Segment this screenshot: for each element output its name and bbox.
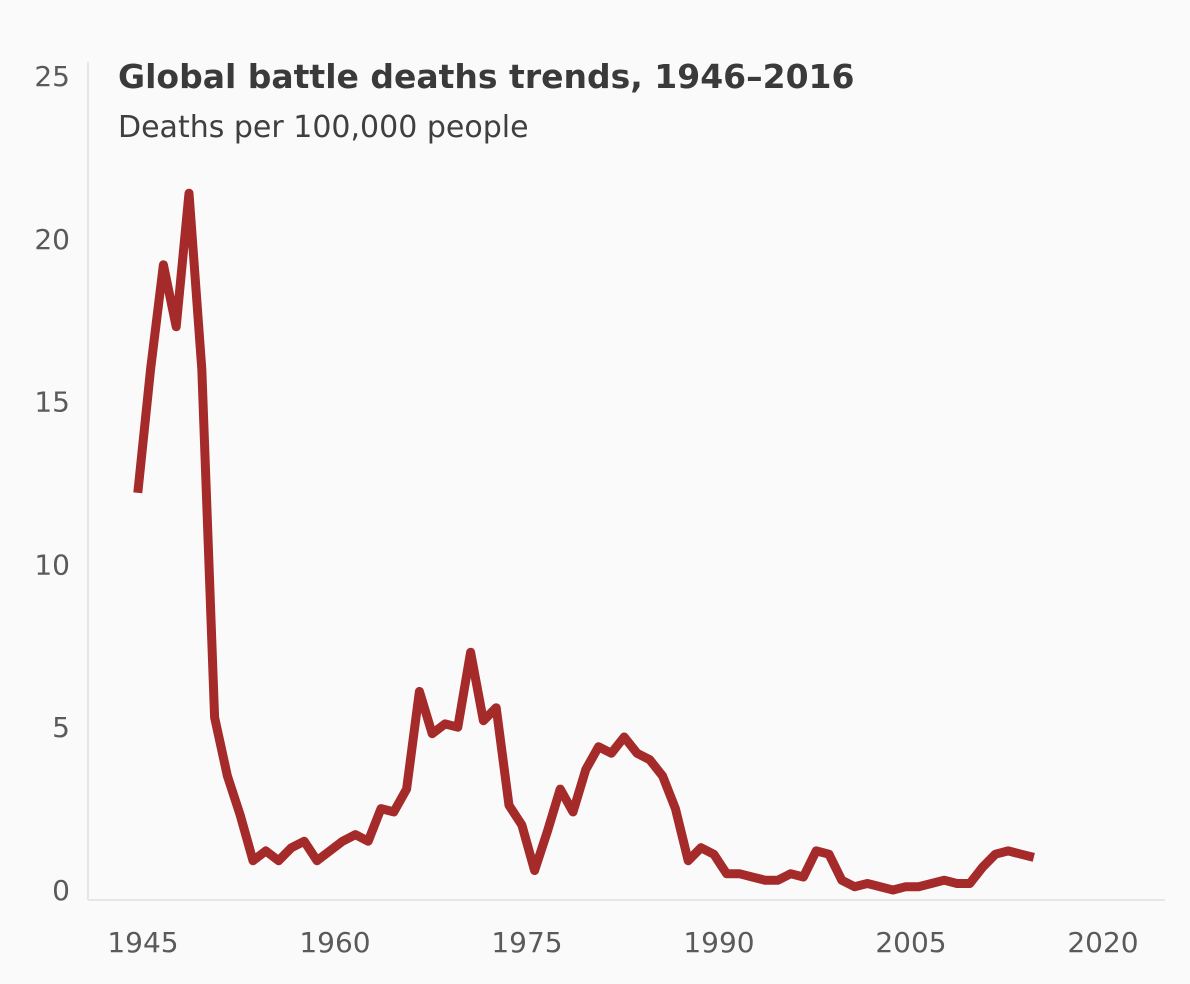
y-tick-labels: 0 5 10 15 20 25 xyxy=(34,60,70,907)
x-tick-labels: 1945 1960 1975 1990 2005 2020 xyxy=(107,926,1138,959)
series-line-0 xyxy=(133,188,1035,895)
series-layer xyxy=(133,188,1035,895)
x-tick-label-2020: 2020 xyxy=(1067,926,1138,959)
y-tick-label-10: 10 xyxy=(34,548,70,581)
x-tick-label-1960: 1960 xyxy=(299,926,370,959)
x-tick-label-2005: 2005 xyxy=(875,926,946,959)
chart-subtitle: Deaths per 100,000 people xyxy=(118,110,529,145)
y-tick-label-15: 15 xyxy=(34,386,70,419)
x-tick-label-1945: 1945 xyxy=(107,926,178,959)
x-tick-label-1975: 1975 xyxy=(491,926,562,959)
x-tick-label-1990: 1990 xyxy=(683,926,754,959)
chart-title: Global battle deaths trends, 1946–2016 xyxy=(118,57,854,96)
y-tick-label-25: 25 xyxy=(34,60,70,93)
y-tick-label-5: 5 xyxy=(52,711,70,744)
y-tick-label-0: 0 xyxy=(52,874,70,907)
y-tick-label-20: 20 xyxy=(34,223,70,256)
